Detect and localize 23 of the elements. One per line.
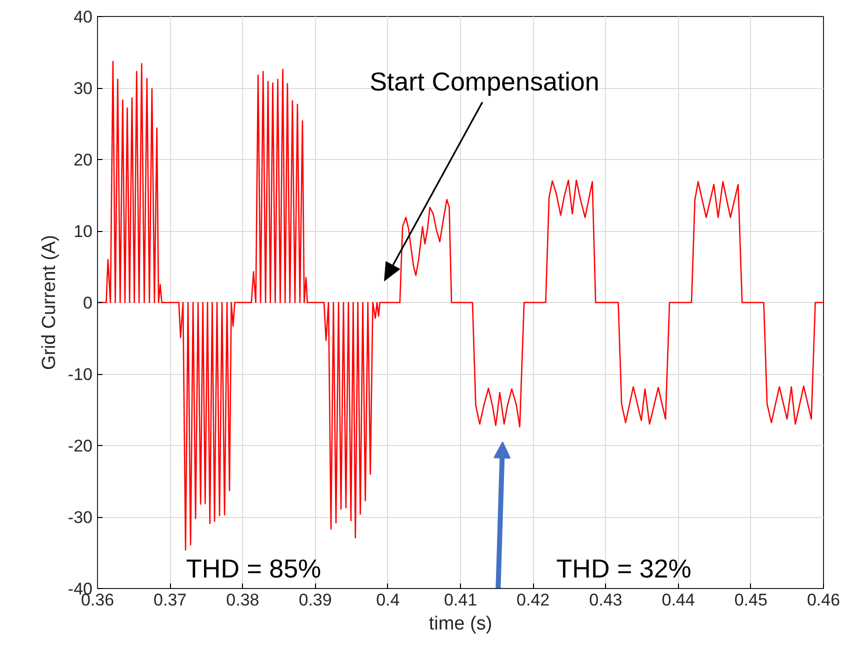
y-tick-label: -20 — [68, 436, 93, 456]
annotation: THD = 32% — [556, 553, 692, 584]
x-tick-label: 0.44 — [662, 590, 695, 610]
y-tick-label: 30 — [74, 79, 93, 98]
y-tick-label: 0 — [83, 294, 93, 312]
x-tick-label: 0.46 — [806, 590, 840, 610]
x-tick-label: 0.42 — [516, 590, 550, 610]
y-tick-label: -30 — [68, 508, 93, 527]
y-tick-label: 40 — [74, 8, 93, 26]
x-tick-label: 0.43 — [589, 590, 622, 610]
x-axis-title: time (s) — [428, 614, 492, 634]
x-tick-label: 0.37 — [154, 590, 187, 610]
x-tick-label: 0.4 — [376, 590, 400, 610]
x-tick-label: 0.38 — [226, 590, 260, 610]
y-tick-label: 10 — [74, 222, 93, 241]
y-axis-title: Grid Current (A) — [38, 234, 60, 370]
annotation: Start Compensation — [370, 66, 600, 97]
x-tick-label: 0.39 — [298, 590, 332, 610]
y-tick-label: -10 — [68, 365, 93, 384]
x-tick-label: 0.45 — [734, 590, 768, 610]
x-tick-label: 0.41 — [444, 590, 478, 610]
annotation: THD = 85% — [186, 553, 322, 584]
y-tick-label: 20 — [74, 150, 93, 170]
